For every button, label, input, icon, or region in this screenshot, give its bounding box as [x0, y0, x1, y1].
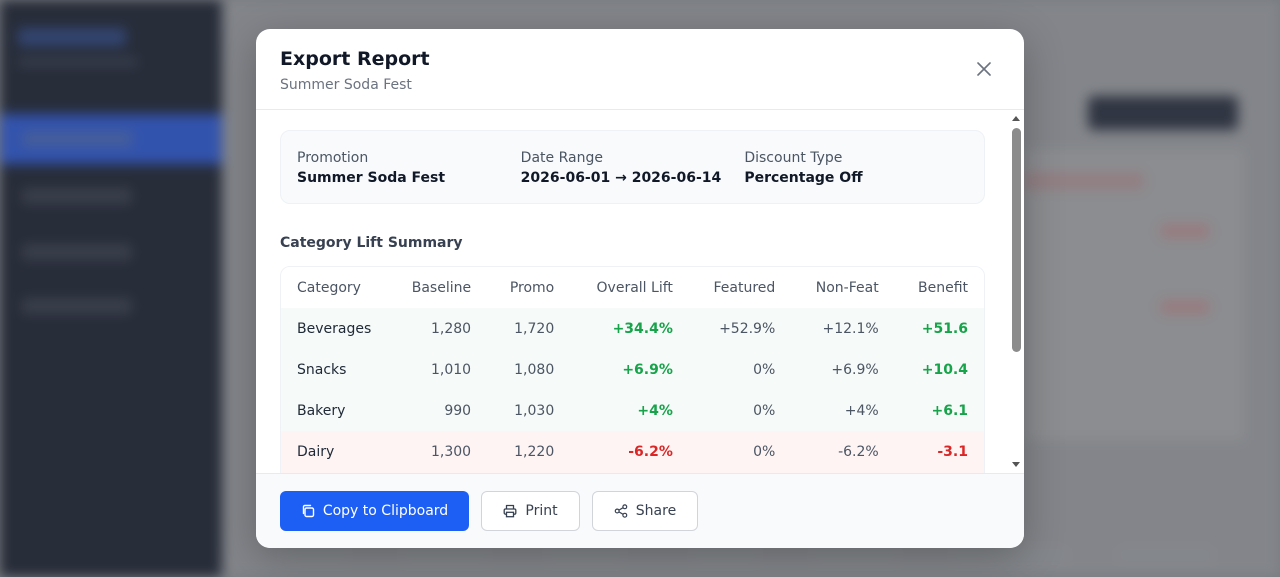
table-cell: 0%	[688, 390, 792, 431]
background-nav-item	[22, 298, 132, 314]
table-cell: +6.9%	[570, 349, 689, 390]
background-pill	[810, 545, 900, 565]
table-cell: -3.1	[894, 431, 984, 472]
column-header: Overall Lift	[570, 267, 689, 308]
background-button	[1088, 96, 1238, 130]
modal-title: Export Report	[280, 48, 430, 70]
close-icon	[977, 62, 991, 76]
info-label: Discount Type	[744, 150, 843, 166]
column-header: Non-Feat	[791, 267, 895, 308]
modal-footer: Copy to Clipboard Print Share	[256, 473, 1024, 548]
promotion-info-card: Promotion Summer Soda Fest Date Range 20…	[280, 130, 985, 204]
background-pill	[280, 545, 350, 565]
background-pill	[690, 545, 760, 565]
info-label: Promotion	[297, 150, 369, 166]
printer-icon	[503, 504, 517, 518]
print-button[interactable]: Print	[481, 491, 580, 531]
copy-icon	[302, 504, 315, 518]
background-pill	[1115, 545, 1215, 565]
table-cell: -6.2%	[791, 431, 895, 472]
modal-body[interactable]: Promotion Summer Soda Fest Date Range 20…	[256, 110, 1024, 473]
table-cell: 990	[388, 390, 488, 431]
table-cell: 1,030	[487, 390, 571, 431]
scroll-down-arrow-icon[interactable]	[1012, 462, 1020, 467]
table-row: Beverages 1,280 1,720 +34.4% +52.9% +12.…	[281, 308, 984, 349]
scrollbar-thumb[interactable]	[1012, 128, 1021, 352]
background-badge	[1160, 224, 1210, 238]
scroll-up-arrow-icon[interactable]	[1012, 116, 1020, 121]
table-cell: -6.2%	[570, 431, 689, 472]
table-cell: +6.9%	[791, 349, 895, 390]
info-value: Percentage Off	[744, 170, 863, 186]
background-pill	[545, 545, 625, 565]
table-cell: Snacks	[281, 349, 389, 390]
table-row	[281, 472, 984, 473]
category-lift-table: Category Baseline Promo Overall Lift Fea…	[281, 267, 984, 473]
share-icon	[614, 504, 628, 518]
export-report-modal: Export Report Summer Soda Fest Promotion…	[256, 29, 1024, 548]
share-button[interactable]: Share	[592, 491, 698, 531]
table-cell: +4%	[570, 390, 689, 431]
section-title: Category Lift Summary	[280, 235, 463, 251]
category-lift-table-card: Category Baseline Promo Overall Lift Fea…	[280, 266, 985, 473]
info-value: Summer Soda Fest	[297, 170, 446, 186]
info-date-range: Date Range 2026-06-01 → 2026-06-14	[521, 149, 745, 203]
table-cell: +12.1%	[791, 308, 895, 349]
background-logo-subtitle	[18, 58, 138, 66]
background-sidebar	[0, 0, 222, 577]
table-cell: Bakery	[281, 390, 389, 431]
table-cell: 1,280	[388, 308, 488, 349]
info-value: 2026-06-01 → 2026-06-14	[520, 170, 722, 186]
print-button-label: Print	[525, 503, 558, 519]
column-header: Baseline	[388, 267, 488, 308]
close-button[interactable]	[974, 59, 994, 79]
table-cell: +4%	[791, 390, 895, 431]
modal-header: Export Report Summer Soda Fest	[256, 29, 1024, 110]
background-pill	[950, 545, 1070, 565]
column-header: Benefit	[894, 267, 984, 308]
background-logo	[18, 28, 126, 46]
info-promotion: Promotion Summer Soda Fest	[297, 149, 521, 203]
table-cell: 1,720	[487, 308, 571, 349]
column-header: Category	[281, 267, 389, 308]
background-nav-item	[22, 131, 132, 147]
column-header: Featured	[688, 267, 792, 308]
modal-scrollbar[interactable]	[1008, 110, 1024, 473]
copy-to-clipboard-button[interactable]: Copy to Clipboard	[280, 491, 469, 531]
background-badge	[1160, 300, 1210, 314]
table-cell: Dairy	[281, 431, 389, 472]
table-cell	[281, 472, 984, 473]
background-nav-item	[22, 188, 132, 204]
copy-button-label: Copy to Clipboard	[322, 503, 449, 519]
table-cell: Beverages	[281, 308, 389, 349]
share-button-label: Share	[635, 503, 677, 519]
background-card	[1024, 150, 1244, 440]
modal-subtitle: Summer Soda Fest	[280, 77, 412, 93]
table-cell: +34.4%	[570, 308, 689, 349]
table-cell: 1,080	[487, 349, 571, 390]
table-cell: +10.4	[894, 349, 984, 390]
table-row: Dairy 1,300 1,220 -6.2% 0% -6.2% -3.1	[281, 431, 984, 472]
table-cell: 0%	[688, 431, 792, 472]
table-cell: 0%	[688, 349, 792, 390]
background-alert-title	[1024, 172, 1144, 190]
table-cell: 1,300	[388, 431, 488, 472]
table-cell: 1,010	[388, 349, 488, 390]
background-pill	[400, 545, 490, 565]
table-cell: +6.1	[894, 390, 984, 431]
info-label: Date Range	[520, 150, 603, 166]
background-nav-item	[22, 244, 132, 260]
table-cell: 1,220	[487, 431, 571, 472]
info-discount-type: Discount Type Percentage Off	[744, 149, 968, 203]
column-header: Promo	[487, 267, 571, 308]
table-cell: +51.6	[894, 308, 984, 349]
table-row: Snacks 1,010 1,080 +6.9% 0% +6.9% +10.4	[281, 349, 984, 390]
table-row: Bakery 990 1,030 +4% 0% +4% +6.1	[281, 390, 984, 431]
table-cell: +52.9%	[688, 308, 792, 349]
table-header-row: Category Baseline Promo Overall Lift Fea…	[281, 267, 984, 308]
